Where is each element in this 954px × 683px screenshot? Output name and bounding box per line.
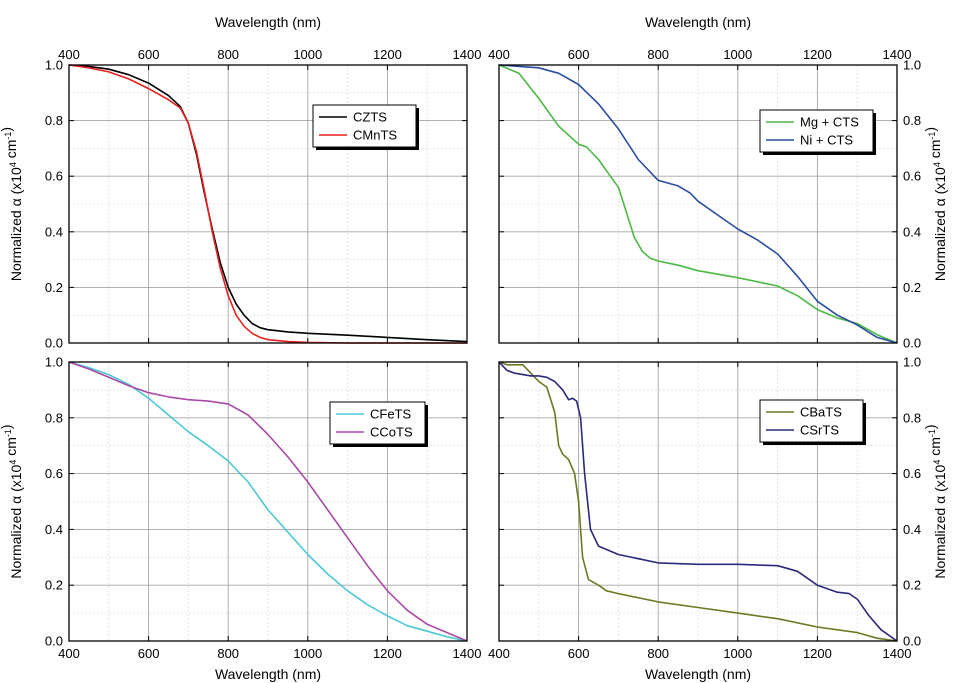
panel-top-left-y-tick-label: 0.4 [45, 224, 63, 239]
panel-top-left-ticks [68, 64, 468, 344]
panel-bottom-left-grid [69, 362, 467, 641]
panel-bottom-left-x-tick-label: 1000 [293, 646, 322, 661]
panel-bottom-left-x-tick-label: 800 [217, 646, 239, 661]
panel-top-right-y-tick-label: 0.6 [903, 169, 921, 184]
panel-bottom-left-y-tick-label: 0.8 [45, 410, 63, 425]
panel-bottom-right-x-tick-label: 1200 [803, 646, 832, 661]
panel-top-right-x-tick-label: 1200 [803, 47, 832, 62]
panel-top-left-y-tick-label: 0.8 [45, 113, 63, 128]
panel-top-right-legend-label: Ni + CTS [800, 133, 853, 148]
panel-bottom-left-y-axis-title: Normalized α (x104 cm-1) [0, 424, 24, 578]
panel-bottom-left-series-cfets-line [68, 361, 468, 642]
panel-top-right-legend: Mg + CTS Ni + CTS [759, 109, 876, 155]
panel-top-left-y-tick-label: 1.0 [45, 58, 63, 73]
panel-bottom-left-x-tick-label: 1400 [453, 646, 482, 661]
panel-bottom-left-legend-box [329, 401, 426, 445]
panel-top-right-ticks [498, 64, 898, 344]
panel-bottom-right-x-tick-label: 1000 [723, 646, 752, 661]
panel-top-right-x-tick-label: 1400 [883, 47, 912, 62]
panel-top-right-y-tick-label: 0.8 [903, 113, 921, 128]
panel-bottom-right-y-tick-label: 0.0 [903, 634, 921, 649]
panel-bottom-right-legend-box [759, 399, 864, 443]
panel-top-left-x-axis-title: Wavelength (nm) [215, 14, 321, 30]
panel-bottom-right-y-tick-label: 0.2 [903, 578, 921, 593]
panel-top-right-x-tick-label: 1000 [723, 47, 752, 62]
panel-bottom-left-y-tick-label: 0.2 [45, 578, 63, 593]
panel-top-right-x-axis-title: Wavelength (nm) [645, 14, 751, 30]
panel-bottom-right-x-tick-label: 1400 [883, 646, 912, 661]
panel-bottom-left-y-tick-label: 0.4 [45, 522, 63, 537]
panel-top-right-x-tick-label: 800 [647, 47, 669, 62]
panel-top-left-y-tick-label: 0.0 [45, 336, 63, 351]
panel-top-right-x-tick-label: 600 [568, 47, 590, 62]
panel-top-left-legend-label: CMnTS [353, 128, 397, 143]
panel-bottom-left-legend-label: CCoTS [370, 425, 413, 440]
panel-top-left-x-tick-label: 1400 [453, 47, 482, 62]
panel-top-left-legend-label: CZTS [353, 110, 387, 125]
panel-bottom-right-y-tick-label: 0.4 [903, 522, 921, 537]
panel-bottom-right-y-tick-label: 0.8 [903, 410, 921, 425]
panel-bottom-left-series-ccots-line [68, 361, 468, 642]
panel-bottom-left-y-tick-label: 0.6 [45, 466, 63, 481]
panel-top-right-series-mg-cts-line [498, 64, 898, 344]
panel-top-left-legend-box [312, 104, 417, 148]
panel-bottom-right-x-axis-title: Wavelength (nm) [645, 666, 751, 682]
panel-bottom-left-x-tick-label: 600 [138, 646, 160, 661]
panel-top-left-series-cmnts-line [68, 64, 467, 344]
panel-bottom-left-ticks [68, 361, 468, 642]
panel-top-left-y-tick-label: 0.2 [45, 280, 63, 295]
panel-top-right-series-ni-cts-line [498, 64, 898, 344]
panel-top-right: 400 600 800 1000 1200 1400 0.0 0.2 0.4 0.6 0.8 1.0 W… [488, 14, 948, 351]
panel-bottom-right-legend-label: CBaTS [800, 405, 842, 420]
panel-bottom-right-ticks [498, 361, 898, 642]
panel-top-right-y-tick-label: 1.0 [903, 58, 921, 73]
panel-top-left-series-czts-line [68, 64, 468, 343]
panel-bottom-right-legend-label: CSrTS [800, 423, 839, 438]
panel-top-right-legend-box [759, 109, 874, 153]
panel-top-left-x-tick-label: 600 [138, 47, 160, 62]
panel-top-left-y-tick-label: 0.6 [45, 169, 63, 184]
panel-bottom-right-series-csrts-line [498, 361, 898, 642]
panel-top-right-y-tick-label: 0.4 [903, 224, 921, 239]
panel-top-left: 400 600 800 1000 1200 1400 0.0 0.2 0.4 0.6 0.8 1.0 W… [0, 14, 481, 351]
panel-bottom-left-y-tick-label: 0.0 [45, 634, 63, 649]
panel-top-right-y-tick-label: 0.2 [903, 280, 921, 295]
panel-top-left-frame [68, 64, 468, 344]
panel-top-left-x-tick-label: 1200 [373, 47, 402, 62]
panel-bottom-left-frame [68, 361, 468, 642]
panel-bottom-right-frame [498, 361, 898, 642]
panel-top-right-y-tick-label: 0.0 [903, 336, 921, 351]
panel-bottom-left-x-tick-label: 1200 [373, 646, 402, 661]
panel-top-left-x-tick-label: 1000 [293, 47, 322, 62]
panel-top-right-legend-label: Mg + CTS [800, 115, 859, 130]
panel-bottom-right-y-tick-label: 1.0 [903, 355, 921, 370]
panel-top-left-x-tick-label: 800 [217, 47, 239, 62]
panel-bottom-left-x-axis-title: Wavelength (nm) [215, 666, 321, 682]
panel-bottom-right-y-axis-title: Normalized α (x104 cm-1) [922, 424, 948, 578]
panel-top-left-x-tick-label: 400 [58, 47, 80, 62]
panel-bottom-right-y-tick-label: 0.6 [903, 466, 921, 481]
panel-top-left-y-axis-title: Normalized α (x104 cm-1) [0, 127, 24, 281]
panel-bottom-left-legend: CFeTS CCoTS [329, 401, 428, 447]
panel-bottom-right-legend: CBaTS CSrTS [759, 399, 866, 445]
panel-top-left-legend: CZTS CMnTS [312, 104, 419, 150]
panel-bottom-left-y-tick-label: 1.0 [45, 355, 63, 370]
panel-top-right-x-tick-label: 400 [488, 47, 510, 62]
panel-bottom-left-legend-label: CFeTS [370, 407, 412, 422]
panel-top-right-frame [498, 64, 898, 344]
panel-bottom-left-x-tick-label: 400 [58, 646, 80, 661]
panel-top-right-y-axis-title: Normalized α (x104 cm-1) [922, 127, 948, 281]
panel-bottom-right-x-tick-label: 400 [488, 646, 510, 661]
panel-bottom-right-series-cbats-line [498, 361, 898, 642]
panel-bottom-right-x-tick-label: 600 [568, 646, 590, 661]
panel-bottom-right-x-tick-label: 800 [647, 646, 669, 661]
panel-bottom-left: 400 600 800 1000 1200 1400 0.0 0.2 0.4 0.6 0.8 1.0 W… [0, 355, 481, 683]
